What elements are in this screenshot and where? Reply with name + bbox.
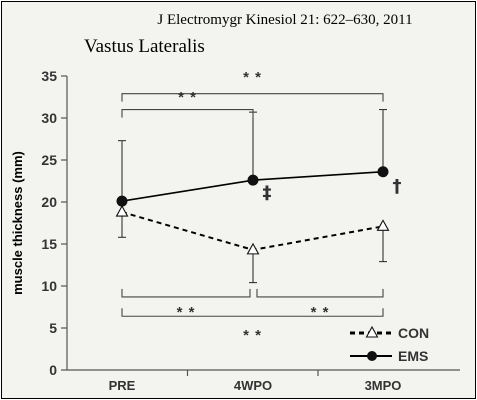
x-tick-label: 3MPO (365, 378, 402, 393)
y-tick-label: 30 (41, 110, 57, 126)
data-point-ems (377, 166, 389, 178)
y-tick-label: 25 (41, 152, 57, 168)
significance-stars: * * (311, 304, 330, 321)
significance-bracket (121, 93, 384, 102)
data-point-ems (116, 195, 128, 207)
data-point-con (246, 242, 260, 255)
data-point-con (115, 204, 129, 217)
significance-stars: * * (177, 304, 196, 321)
plot-area: 0 5 10 15 20 25 30 35 PRE 4WPO 3MPO ‡ † * * * * * * * * *… (41, 68, 460, 393)
data-point-ems (247, 174, 259, 186)
x-tick-label: 4WPO (234, 378, 272, 393)
y-tick-label: 35 (41, 68, 57, 84)
significance-bracket (121, 288, 251, 298)
significance-stars: * * (243, 69, 262, 86)
significance-bracket (256, 288, 384, 298)
significance-mark: ‡ (263, 183, 272, 204)
significance-stars: * * (178, 89, 197, 106)
y-tick-label: 0 (49, 362, 57, 378)
x-tick-label: PRE (109, 378, 136, 393)
y-tick-label: 5 (49, 320, 57, 336)
significance-bracket (121, 308, 384, 317)
legend-marker-con (365, 325, 379, 338)
significance-mark: † (393, 176, 402, 197)
data-point-con (376, 219, 390, 231)
significance-bracket (121, 109, 254, 118)
chart-title: Vastus Lateralis (84, 36, 205, 57)
legend-marker-ems (367, 351, 377, 361)
y-tick-label: 10 (41, 278, 57, 294)
y-tick-label: 20 (41, 194, 57, 210)
legend-label-con: CON (398, 325, 429, 341)
y-axis-label: muscle thickness (mm) (10, 151, 25, 295)
y-tick-label: 15 (41, 236, 57, 252)
citation: J Electromygr Kinesiol 21: 622–630, 2011 (157, 12, 412, 28)
significance-stars: * * (243, 327, 262, 344)
legend-label-ems: EMS (398, 348, 428, 364)
